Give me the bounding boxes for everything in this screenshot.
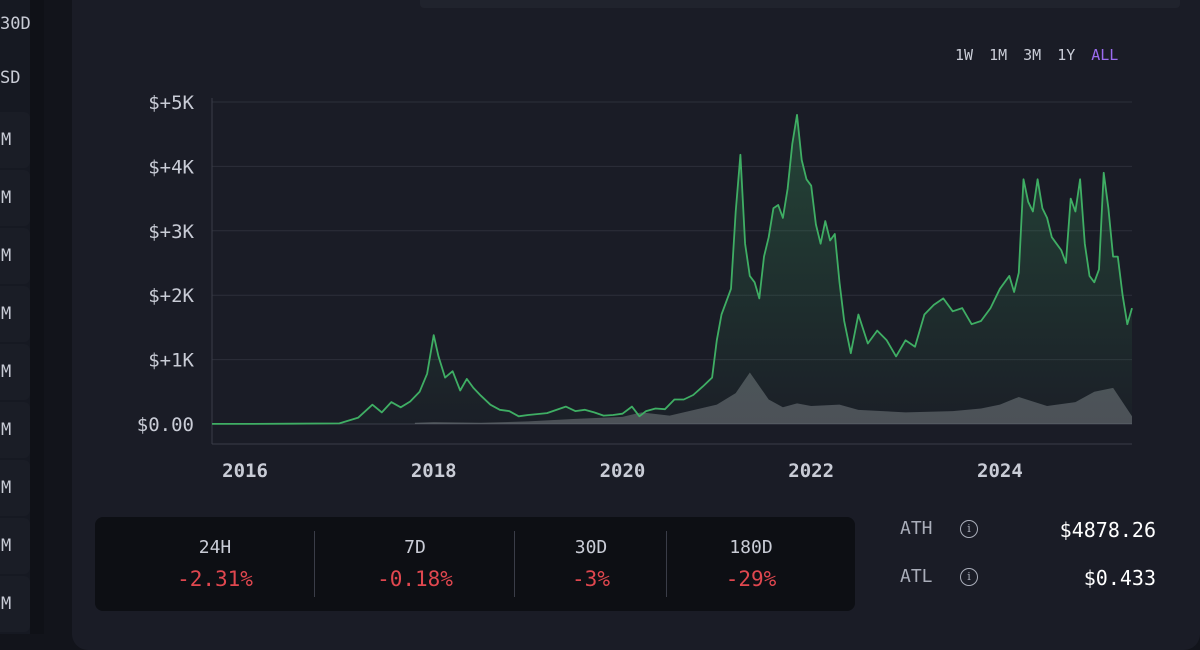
sidebar-cell-text: M (1, 362, 12, 382)
price-area (212, 114, 1132, 425)
atl-label: ATL (900, 566, 933, 587)
sidebar-cell-text: M (1, 304, 12, 324)
x-tick-label: 2020 (600, 460, 646, 482)
sidebar-cell[interactable]: M (0, 170, 30, 226)
y-tick-label: $+2K (148, 285, 194, 307)
top-box (420, 0, 1180, 8)
info-icon[interactable]: i (960, 520, 978, 538)
sidebar-cell-text: M (1, 536, 12, 556)
sidebar-cell-text: M (1, 594, 12, 614)
sidebar-cell[interactable]: M (0, 402, 30, 458)
sidebar-cell-text: M (1, 188, 12, 208)
stats-box: 24H -2.31% 7D -0.18% 30D -3% 180D -29% (95, 517, 855, 611)
stat-value: -29% (725, 567, 777, 591)
range-button-1y[interactable]: 1Y (1057, 46, 1076, 64)
sidebar-cell-text: M (1, 246, 12, 266)
atl-value: $0.433 (1083, 566, 1156, 590)
sidebar-cell-text: M (1, 478, 12, 498)
x-tick-label: 2022 (788, 460, 834, 482)
atl-row: ATL i $0.433 (900, 566, 1160, 596)
stat-value: -0.18% (377, 567, 453, 591)
ath-row: ATH i $4878.26 (900, 518, 1160, 548)
stat-value: -2.31% (177, 567, 253, 591)
stat-divider (514, 531, 515, 597)
sidebar-cell[interactable]: M (0, 112, 30, 168)
y-tick-label: $+3K (148, 221, 194, 243)
stat-label: 30D (574, 537, 608, 558)
sidebar-cell-text: M (1, 130, 12, 150)
sidebar-label-usd: SD (0, 68, 21, 88)
sidebar-cell[interactable]: M (0, 344, 30, 400)
range-button-1w[interactable]: 1W (955, 46, 974, 64)
sidebar-cell[interactable]: M (0, 460, 30, 516)
range-selector: 1W 1M 3M 1Y ALL (955, 46, 1118, 64)
stat-label: 24H (198, 537, 232, 558)
range-button-all[interactable]: ALL (1091, 46, 1119, 64)
sidebar-cell[interactable]: M (0, 228, 30, 284)
ath-value: $4878.26 (1059, 518, 1156, 542)
stat-divider (666, 531, 667, 597)
sidebar-cell[interactable]: M (0, 576, 30, 632)
y-tick-label: $+4K (148, 156, 194, 178)
x-tick-label: 2018 (411, 460, 457, 482)
stat-7d: 7D -0.18% (315, 517, 515, 611)
info-icon[interactable]: i (960, 568, 978, 586)
sidebar-cell-text: M (1, 420, 12, 440)
stat-value: -3% (572, 567, 610, 591)
range-button-3m[interactable]: 3M (1023, 46, 1042, 64)
x-tick-label: 2024 (977, 460, 1023, 482)
range-button-1m[interactable]: 1M (989, 46, 1008, 64)
stat-180d: 180D -29% (667, 517, 835, 611)
y-tick-label: $+1K (148, 350, 194, 372)
stat-label: 180D (729, 537, 773, 558)
sidebar-cell[interactable]: M (0, 286, 30, 342)
price-line (212, 114, 1133, 425)
stat-24h: 24H -2.31% (95, 517, 335, 611)
price-chart: $0.00 $+1K $+2K $+3K $+4K $+5K 2016 2018 2020 202… (137, 92, 1133, 482)
sidebar-cell[interactable]: M (0, 518, 30, 574)
left-sidebar: 30D SD M M M M M M M M M (0, 0, 44, 634)
y-tick-label: $+5K (148, 92, 194, 114)
y-tick-label: $0.00 (137, 414, 194, 436)
sidebar-label-30d: 30D (0, 14, 31, 34)
ath-label: ATH (900, 518, 933, 539)
stat-30d: 30D -3% (515, 517, 667, 611)
stat-label: 7D (404, 537, 426, 558)
x-tick-label: 2016 (222, 460, 268, 482)
stat-divider (314, 531, 315, 597)
